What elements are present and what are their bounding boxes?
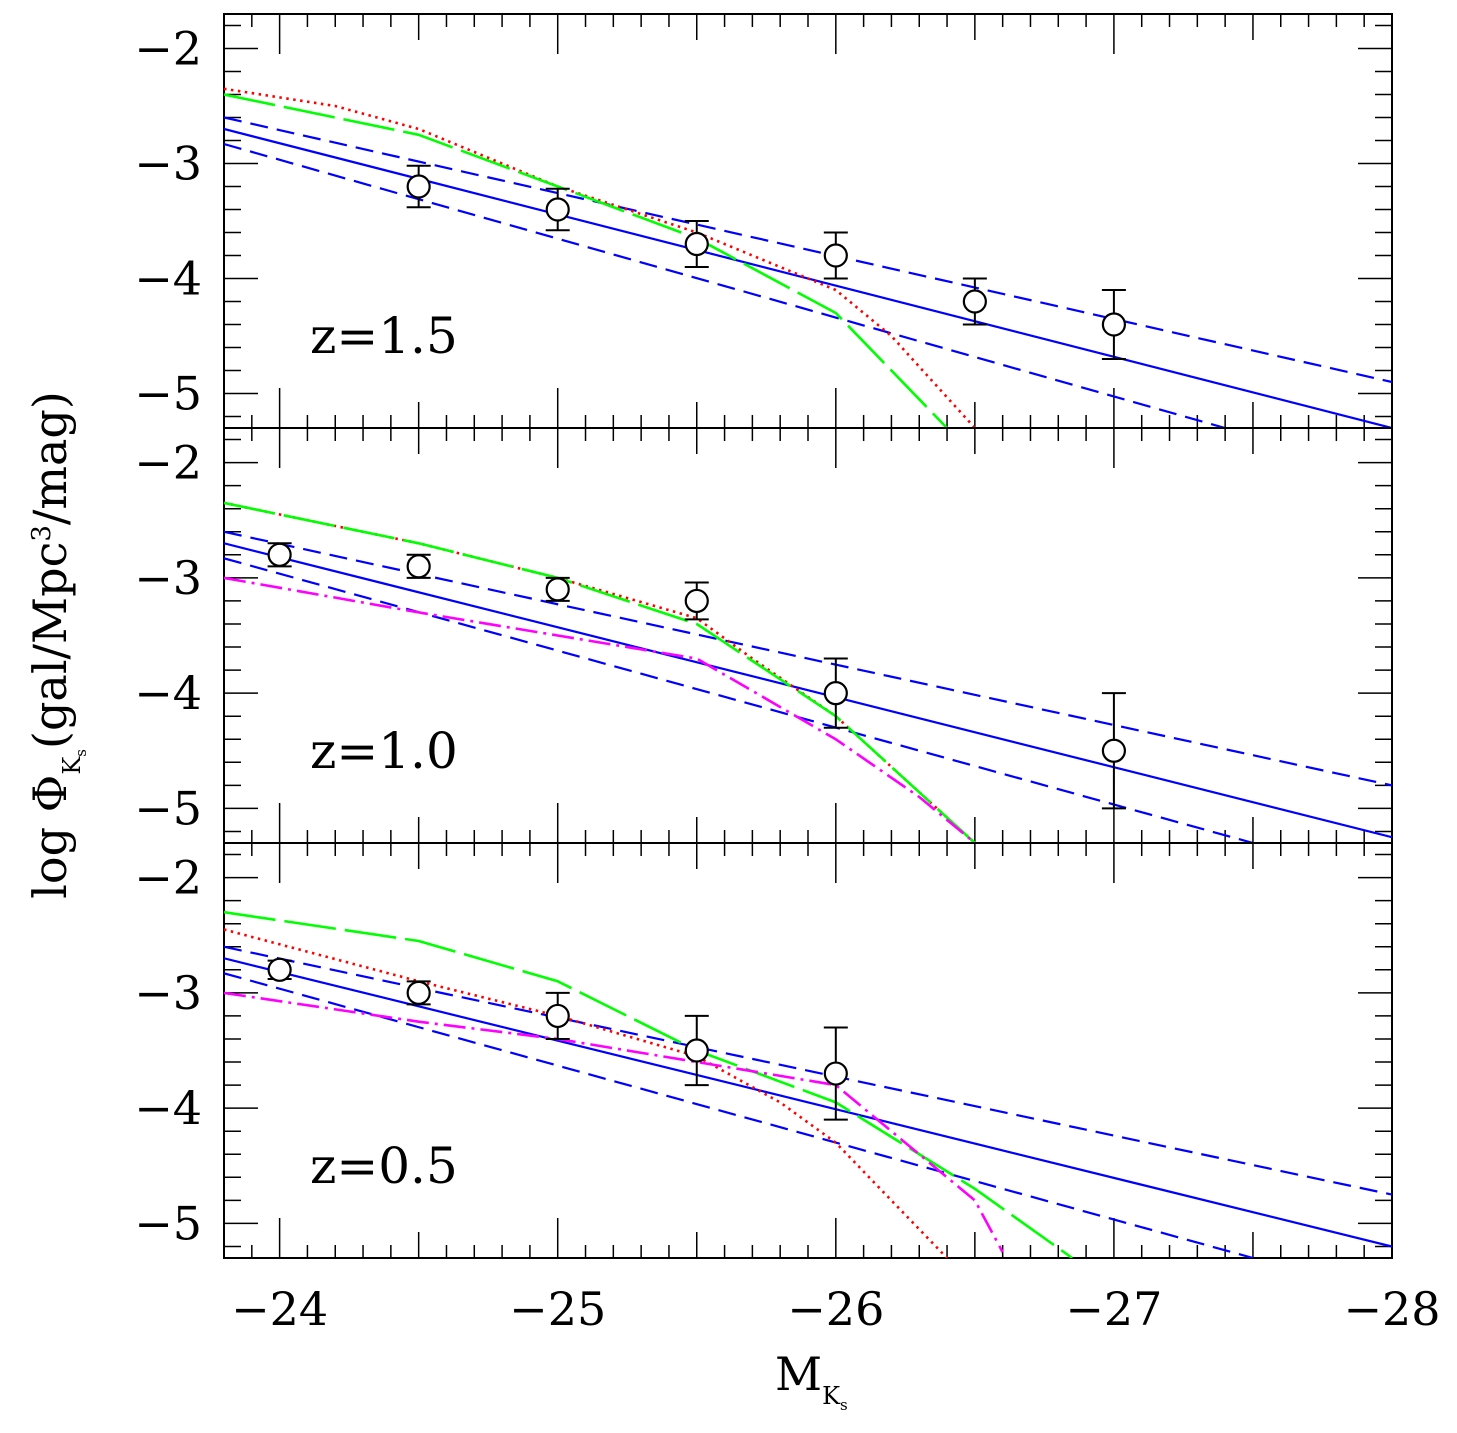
series-green-longdash <box>224 501 976 843</box>
series-green-longdash <box>224 910 1073 1258</box>
data-point <box>267 542 292 567</box>
y-tick-label: −4 <box>134 252 202 306</box>
data-point <box>1101 312 1127 337</box>
x-tick-label: −24 <box>231 1282 328 1336</box>
data-point <box>962 289 987 314</box>
series-group <box>224 910 1392 1258</box>
x-axis-title-main: M <box>775 1347 822 1401</box>
y-axis-title-pre: log Φ <box>23 775 77 899</box>
data-point <box>545 1003 570 1029</box>
x-tick-label: −25 <box>509 1282 606 1336</box>
x-tick-label: −26 <box>787 1282 884 1336</box>
series-red-dotted <box>224 501 976 843</box>
panel-label: z=1.0 <box>310 722 458 780</box>
series-fit-bound <box>224 116 1392 384</box>
y-tick-label: −2 <box>134 22 202 76</box>
y-tick-label: −5 <box>134 1196 202 1250</box>
y-tick-label: −4 <box>134 1081 202 1135</box>
y-axis-title-sup: 3 <box>27 525 57 542</box>
x-tick-label: −27 <box>1065 1282 1162 1336</box>
x-axis-title-sub: K <box>822 1382 841 1410</box>
series-magenta-dashdot <box>224 576 976 843</box>
series-group <box>224 501 1392 843</box>
y-tick-label: −2 <box>134 436 202 490</box>
data-point <box>823 681 848 706</box>
panel-label: z=0.5 <box>310 1137 458 1195</box>
data-point <box>823 243 848 268</box>
y-axis-title-sub: K <box>58 756 86 775</box>
data-point <box>684 588 709 614</box>
x-axis-title-subsub: s <box>840 1396 848 1414</box>
y-axis-title-end: /mag) <box>23 391 77 525</box>
series-fit <box>224 542 1392 839</box>
data-point <box>406 174 431 199</box>
series-fit <box>224 957 1392 1248</box>
panel-frame <box>223 842 1393 1259</box>
series-fit-bound <box>224 557 1254 843</box>
data-point <box>406 980 431 1005</box>
y-tick-label: −4 <box>134 666 202 720</box>
series-magenta-dashdot <box>224 991 1004 1253</box>
y-axis-title: log ΦKs(gal/Mpc3/mag) <box>23 391 90 899</box>
x-tick-label: −28 <box>1343 1282 1440 1336</box>
panel-label: z=1.5 <box>310 307 458 365</box>
panel: −2 −3 −4 −5 z=0.5 <box>134 842 1393 1259</box>
data-point <box>406 554 431 579</box>
data-point <box>545 197 570 222</box>
data-point <box>267 957 292 982</box>
y-tick-label: −3 <box>134 966 202 1020</box>
series-red-dotted <box>224 87 976 428</box>
y-tick-label: −2 <box>134 851 202 905</box>
y-tick-label: −3 <box>134 551 202 605</box>
y-tick-label: −5 <box>134 781 202 835</box>
y-axis-title-post: (gal/Mpc <box>23 542 77 749</box>
panel-frame <box>223 427 1393 844</box>
panels-group: −2 −3 −4 −5 z=1.5 −2 −3 −4 −5 z=1.0 −2 −3 −4 −5 z=0.5 <box>134 13 1393 1259</box>
x-axis: −24 −25 −26 −27 −28 <box>231 1282 1440 1336</box>
y-axis-title-subsub: s <box>72 749 90 757</box>
panel-frame <box>223 13 1393 429</box>
panel: −2 −3 −4 −5 z=1.5 <box>134 13 1393 429</box>
data-point <box>684 1038 709 1063</box>
series-fit-bound <box>224 972 1254 1258</box>
data-point <box>1101 738 1127 763</box>
x-axis-title: MKs <box>775 1347 848 1414</box>
panel: −2 −3 −4 −5 z=1.0 <box>134 427 1393 844</box>
series-fit-bound <box>224 142 1226 428</box>
series-group <box>224 87 1392 428</box>
y-tick-label: −5 <box>134 367 202 421</box>
data-point <box>823 1061 848 1086</box>
data-point <box>684 231 709 257</box>
y-tick-label: −3 <box>134 137 202 191</box>
series-red-dotted <box>224 928 948 1258</box>
data-point <box>545 577 570 602</box>
